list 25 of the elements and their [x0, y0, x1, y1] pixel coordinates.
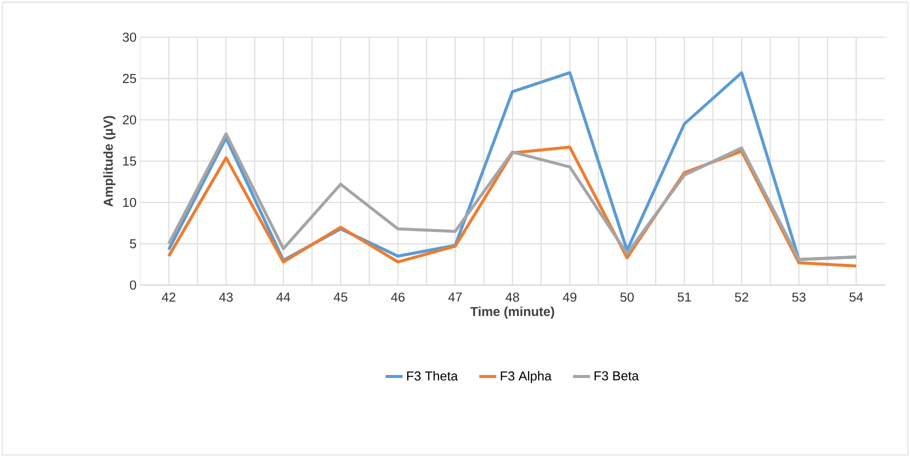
y-tick-label: 30 [122, 32, 136, 42]
x-tick-label: 44 [276, 292, 290, 302]
x-axis-title: Time (minute) [470, 306, 554, 319]
x-tick-label: 49 [562, 292, 576, 302]
x-tick-label: 53 [792, 292, 806, 302]
legend-label: F3 Theta [407, 370, 458, 380]
x-tick-label: 51 [678, 292, 691, 302]
x-tick-label: 50 [620, 292, 634, 302]
x-tick-label: 52 [734, 292, 748, 302]
x-tick-label: 42 [162, 292, 176, 302]
x-tick-label: 47 [448, 292, 462, 302]
x-tick-label: 48 [506, 292, 520, 302]
x-tick-label: 54 [850, 292, 864, 302]
x-tick-label: 45 [334, 292, 348, 302]
y-tick-label: 5 [130, 239, 136, 248]
legend-label: F3 Alpha [500, 370, 552, 384]
y-tick-label: 15 [123, 156, 136, 166]
x-tick-label: 46 [391, 292, 405, 302]
y-tick-label: 25 [122, 74, 136, 83]
y-tick-label: 0 [130, 280, 136, 290]
y-tick-label: 10 [123, 198, 136, 207]
y-axis-title: Amplitude (µV) [103, 116, 116, 206]
x-tick-label: 43 [219, 292, 233, 302]
legend-label: F3 Beta [594, 371, 639, 380]
y-tick-label: 20 [122, 115, 136, 124]
